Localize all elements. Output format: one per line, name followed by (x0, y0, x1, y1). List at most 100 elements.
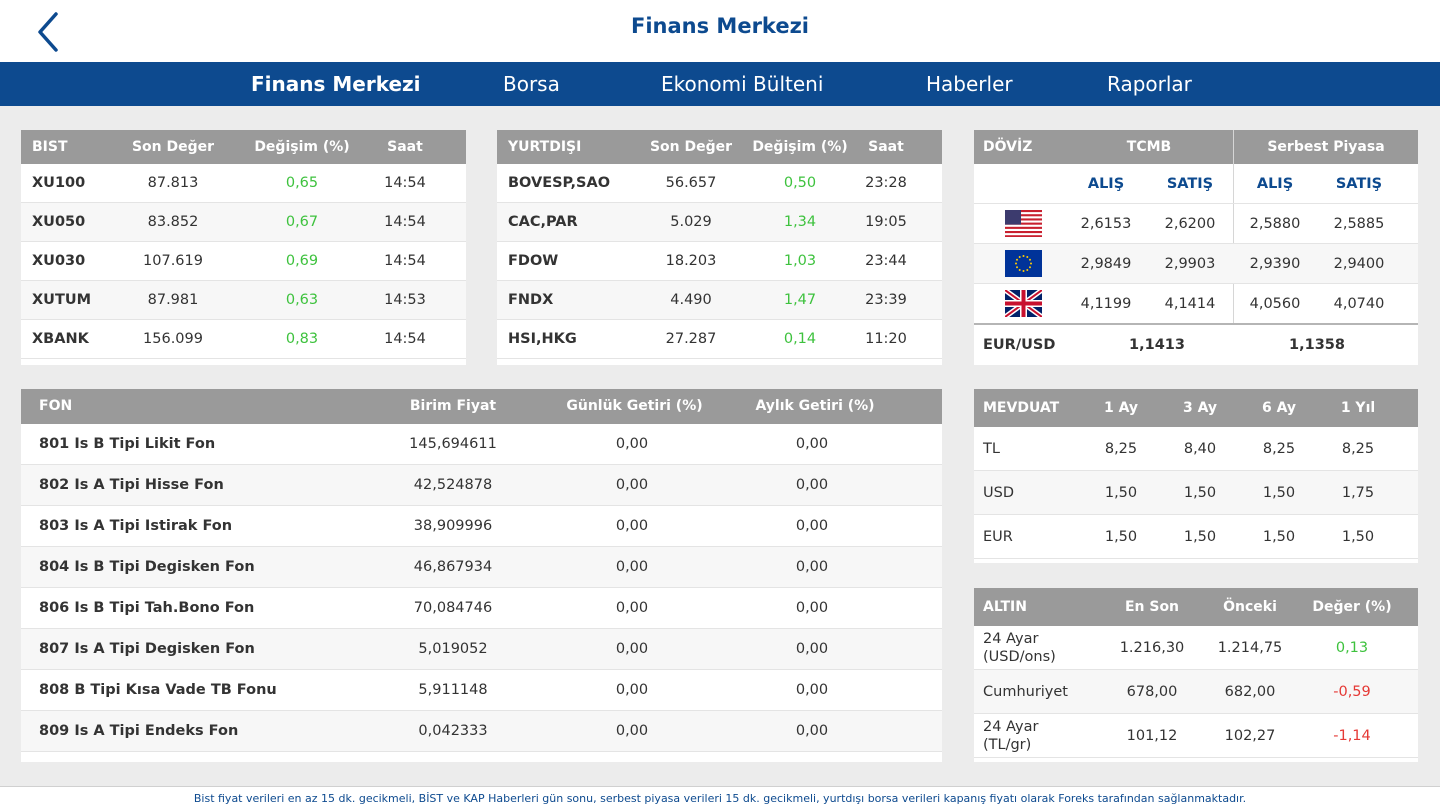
monthly-return: 0,00 (795, 559, 829, 575)
unit-price: 5,019052 (418, 641, 488, 657)
doviz-header: DÖVİZ TCMB Serbest Piyasa (974, 130, 1418, 164)
table-row[interactable]: Cumhuriyet 678,00 682,00 -0,59 (974, 670, 1418, 714)
change-value: 0,83 (285, 331, 319, 347)
last-value: 87.981 (147, 292, 199, 308)
table-row[interactable]: XU100 87.813 0,65 14:54 (21, 164, 466, 203)
rate-value: 1,50 (1262, 485, 1296, 501)
time-value: 14:54 (384, 214, 426, 230)
back-button[interactable] (30, 10, 66, 54)
monthly-return: 0,00 (795, 436, 829, 452)
table-row[interactable]: XUTUM 87.981 0,63 14:53 (21, 281, 466, 320)
rate-value: 4,0560 (1249, 296, 1301, 312)
fund-name: 809 Is A Tipi Endeks Fon (39, 723, 239, 739)
table-row[interactable]: TL 8,25 8,40 8,25 8,25 (974, 427, 1418, 471)
table-row[interactable]: 802 Is A Tipi Hisse Fon 42,524878 0,00 0… (21, 465, 942, 506)
mevduat-header: MEVDUAT 1 Ay 3 Ay 6 Ay 1 Yıl (974, 389, 1418, 427)
last-price: 678,00 (1126, 684, 1178, 700)
rate-value: 2,5880 (1249, 216, 1301, 232)
col-header: BIST (32, 139, 68, 155)
col-header-serbest: Serbest Piyasa (1267, 139, 1385, 155)
table-row[interactable]: BOVESP,SAO 56.657 0,50 23:28 (497, 164, 942, 203)
table-row[interactable]: 24 Ayar (USD/ons) 1.216,30 1.214,75 0,13 (974, 626, 1418, 670)
gold-name: 24 Ayar (USD/ons) (983, 630, 1056, 666)
monthly-return: 0,00 (795, 682, 829, 698)
tab-raporlar[interactable]: Raporlar (1107, 72, 1192, 96)
index-name: XU030 (32, 253, 86, 269)
tab-haberler[interactable]: Haberler (926, 72, 1013, 96)
last-price: 1.216,30 (1119, 640, 1185, 656)
table-row[interactable]: CAC,PAR 5.029 1,34 19:05 (497, 203, 942, 242)
last-value: 4.490 (670, 292, 712, 308)
table-row[interactable]: HSI,HKG 27.287 0,14 11:20 (497, 320, 942, 359)
rate-value: 8,25 (1262, 441, 1296, 457)
unit-price: 145,694611 (409, 436, 497, 452)
last-value: 87.813 (147, 175, 199, 191)
last-value: 156.099 (143, 331, 203, 347)
market-name: HSI,HKG (508, 331, 577, 347)
table-row[interactable]: XBANK 156.099 0,83 14:54 (21, 320, 466, 359)
tab-ekonomi-bulteni[interactable]: Ekonomi Bülteni (661, 72, 824, 96)
rate-value: 1,50 (1104, 485, 1138, 501)
altin-header: ALTIN En Son Önceki Değer (%) (974, 588, 1418, 626)
doviz-subheader: ALIŞ SATIŞ ALIŞ SATIŞ (974, 164, 1418, 204)
table-row[interactable]: 24 Ayar (TL/gr) 101,12 102,27 -1,14 (974, 714, 1418, 758)
change-value: 1,03 (783, 253, 817, 269)
rate-value: 1,75 (1341, 485, 1375, 501)
fon-header: FON Birim Fiyat Günlük Getiri (%) Aylık … (21, 389, 942, 424)
table-row[interactable]: 803 Is A Tipi Istirak Fon 38,909996 0,00… (21, 506, 942, 547)
col-header: Birim Fiyat (409, 398, 497, 414)
time-value: 14:54 (384, 175, 426, 191)
monthly-return: 0,00 (795, 641, 829, 657)
col-header: YURTDIŞI (508, 139, 582, 155)
change-value: 0,14 (783, 331, 817, 347)
table-row[interactable]: 808 B Tipi Kısa Vade TB Fonu 5,911148 0,… (21, 670, 942, 711)
fund-name: 802 Is A Tipi Hisse Fon (39, 477, 224, 493)
table-row[interactable]: 809 Is A Tipi Endeks Fon 0,042333 0,00 0… (21, 711, 942, 752)
table-row[interactable]: 2,9849 2,9903 2,9390 2,9400 (974, 244, 1418, 284)
daily-return: 0,00 (615, 682, 649, 698)
sell-label: SATIŞ (1166, 176, 1214, 192)
previous-price: 682,00 (1224, 684, 1276, 700)
change-value: 0,63 (285, 292, 319, 308)
page-title: Finans Merkezi (631, 14, 809, 38)
table-row[interactable]: FNDX 4.490 1,47 23:39 (497, 281, 942, 320)
table-row[interactable]: 807 Is A Tipi Degisken Fon 5,019052 0,00… (21, 629, 942, 670)
col-header: 1 Yıl (1340, 400, 1376, 416)
col-header: 3 Ay (1182, 400, 1218, 416)
table-row[interactable]: 801 Is B Tipi Likit Fon 145,694611 0,00 … (21, 424, 942, 465)
rate-value: 2,6200 (1164, 216, 1216, 232)
fund-name: 801 Is B Tipi Likit Fon (39, 436, 216, 452)
column-divider (1233, 130, 1234, 325)
table-row[interactable]: EUR 1,50 1,50 1,50 1,50 (974, 515, 1418, 559)
table-row[interactable]: USD 1,50 1,50 1,50 1,75 (974, 471, 1418, 515)
daily-return: 0,00 (615, 477, 649, 493)
rate-value: 2,6153 (1080, 216, 1132, 232)
tab-borsa[interactable]: Borsa (503, 72, 560, 96)
monthly-return: 0,00 (795, 600, 829, 616)
monthly-return: 0,00 (795, 477, 829, 493)
yurtdisi-panel: YURTDIŞI Son Değer Değişim (%) Saat BOVE… (497, 130, 942, 365)
gold-name: Cumhuriyet (983, 684, 1068, 700)
table-row[interactable]: 806 Is B Tipi Tah.Bono Fon 70,084746 0,0… (21, 588, 942, 629)
parity-row[interactable]: EUR/USD 1,1413 1,1358 (974, 326, 1418, 365)
daily-return: 0,00 (615, 518, 649, 534)
gold-name-line2: (TL/gr) (983, 737, 1032, 753)
chevron-left-icon (38, 12, 58, 52)
col-header: Değişim (%) (254, 139, 350, 155)
monthly-return: 0,00 (795, 518, 829, 534)
table-row[interactable]: FDOW 18.203 1,03 23:44 (497, 242, 942, 281)
table-row[interactable]: XU030 107.619 0,69 14:54 (21, 242, 466, 281)
table-row[interactable]: XU050 83.852 0,67 14:54 (21, 203, 466, 242)
col-header-tcmb: TCMB (1126, 139, 1172, 155)
col-header: Saat (387, 139, 423, 155)
currency-name: TL (983, 441, 1000, 457)
col-header: FON (39, 398, 73, 414)
table-row[interactable]: 804 Is B Tipi Degisken Fon 46,867934 0,0… (21, 547, 942, 588)
rate-value: 1,50 (1104, 529, 1138, 545)
last-value: 107.619 (143, 253, 203, 269)
gold-name-line1: 24 Ayar (983, 719, 1039, 735)
table-row[interactable]: 4,1199 4,1414 4,0560 4,0740 (974, 284, 1418, 325)
table-row[interactable]: 2,6153 2,6200 2,5880 2,5885 (974, 204, 1418, 244)
last-value: 18.203 (665, 253, 717, 269)
tab-finans-merkezi[interactable]: Finans Merkezi (251, 72, 421, 96)
